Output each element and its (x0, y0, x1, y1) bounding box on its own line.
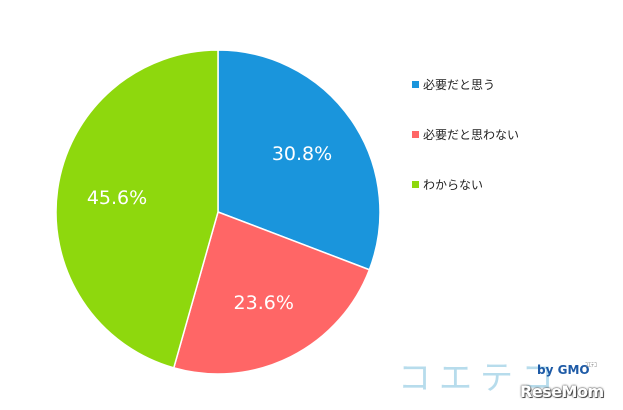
legend-swatch (412, 80, 419, 88)
data-label-1: 30.8% (272, 143, 332, 165)
legend-item-1: 必要だと思う (412, 76, 612, 92)
data-label-3: 45.6% (87, 187, 147, 209)
pie-slices (55, 49, 381, 375)
pie-slice-3 (55, 49, 219, 369)
koeteko-watermark: コエテコ (398, 358, 562, 397)
pie-data-labels: 30.8% 23.6% 45.6% (87, 143, 332, 314)
legend-item-3: わからない (412, 176, 612, 192)
data-label-2: 23.6% (234, 292, 294, 314)
pie-slice-2 (172, 211, 371, 375)
legend-swatch (412, 180, 419, 188)
legend-label: わからない (423, 177, 484, 192)
pie-slice-1 (217, 49, 381, 271)
resemom-watermark: ReseMom (520, 382, 604, 401)
legend-label: 必要だと思わない (423, 127, 520, 142)
chart-legend: 必要だと思う必要だと思わない わからない (412, 76, 612, 226)
legend-swatch (412, 130, 419, 138)
gmo-watermark: by GMO (537, 363, 590, 377)
legend-item-2: 必要だと思わない (412, 126, 612, 142)
legend-label: 必要だと思う (423, 77, 496, 92)
gmo-sub-watermark: ｺｴﾃｺ (585, 362, 598, 369)
